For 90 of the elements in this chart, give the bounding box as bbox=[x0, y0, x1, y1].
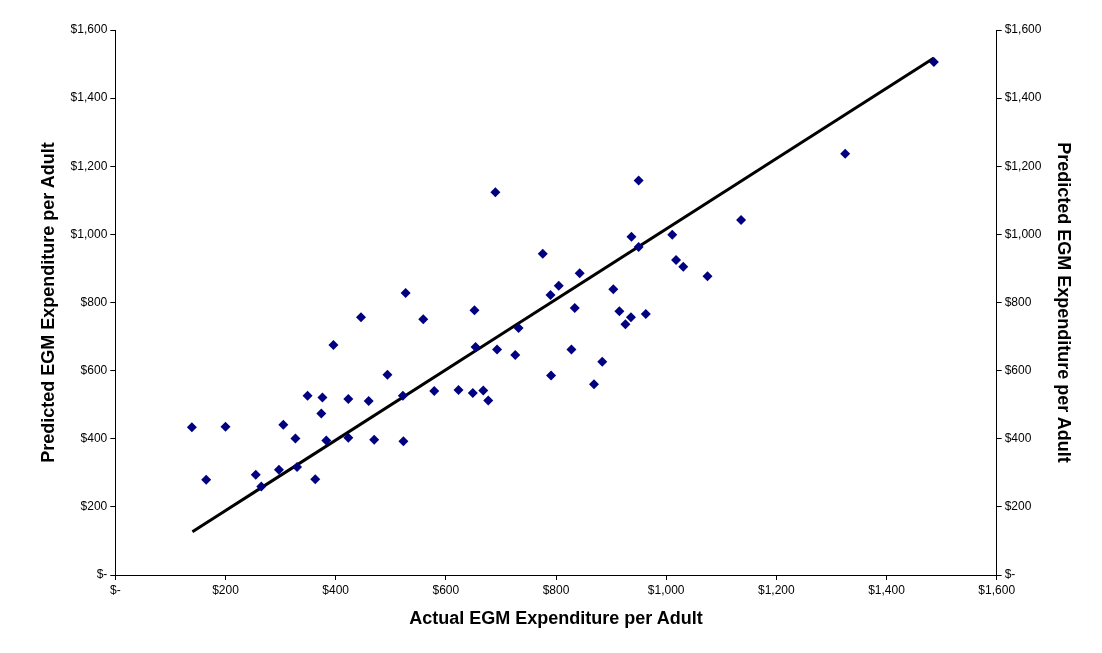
point bbox=[678, 261, 689, 272]
point bbox=[467, 388, 478, 399]
y-axis-title: Predicted EGM Expenditure per Adult bbox=[37, 142, 58, 463]
point bbox=[608, 284, 619, 295]
point bbox=[273, 464, 284, 475]
point bbox=[702, 271, 713, 282]
y-tick-label: $1,200 bbox=[70, 158, 108, 173]
point bbox=[840, 148, 851, 159]
point bbox=[400, 287, 411, 298]
y2-tick-label: $1,000 bbox=[1004, 226, 1042, 241]
y-tick-label: $1,400 bbox=[70, 90, 108, 105]
point bbox=[469, 305, 480, 316]
y2-tick-label: $200 bbox=[1004, 499, 1032, 514]
y-tick-label: $1,600 bbox=[70, 22, 108, 37]
point bbox=[597, 356, 608, 367]
x-tick-label: $600 bbox=[432, 582, 460, 597]
point bbox=[328, 340, 339, 351]
point bbox=[589, 379, 600, 390]
x-tick-label: $800 bbox=[542, 582, 570, 597]
point bbox=[355, 312, 366, 323]
y-tick-label: $400 bbox=[80, 431, 108, 446]
point bbox=[397, 390, 408, 401]
y-tick-label: $1,000 bbox=[70, 226, 108, 241]
x-tick-label: $- bbox=[109, 582, 121, 597]
point bbox=[510, 349, 521, 360]
point bbox=[633, 175, 644, 186]
point bbox=[513, 323, 524, 334]
point bbox=[290, 433, 301, 444]
point bbox=[736, 215, 747, 226]
point bbox=[382, 369, 393, 380]
point bbox=[418, 314, 429, 325]
point bbox=[490, 187, 501, 198]
x-tick-label: $1,200 bbox=[758, 582, 796, 597]
point bbox=[278, 419, 289, 430]
point bbox=[478, 385, 489, 396]
x-tick-label: $1,600 bbox=[978, 582, 1016, 597]
y2-tick-label: $1,200 bbox=[1004, 158, 1042, 173]
y2-tick-label: $- bbox=[1004, 567, 1016, 582]
point bbox=[429, 386, 440, 397]
point bbox=[470, 342, 481, 353]
point bbox=[569, 302, 580, 313]
point bbox=[256, 481, 267, 492]
x-tick-label: $1,400 bbox=[868, 582, 906, 597]
point bbox=[302, 390, 313, 401]
point bbox=[671, 254, 682, 265]
point bbox=[363, 395, 374, 406]
point bbox=[321, 435, 332, 446]
x-axis-title: Actual EGM Expenditure per Adult bbox=[409, 608, 703, 629]
point bbox=[640, 309, 651, 320]
point bbox=[310, 474, 321, 485]
point bbox=[201, 474, 212, 485]
point bbox=[250, 469, 261, 480]
point bbox=[343, 432, 354, 443]
point bbox=[492, 344, 503, 355]
point bbox=[343, 393, 354, 404]
point bbox=[625, 312, 636, 323]
point bbox=[633, 241, 644, 252]
point bbox=[398, 436, 409, 447]
y2-tick-label: $600 bbox=[1004, 362, 1032, 377]
point bbox=[574, 268, 585, 279]
y2-tick-label: $1,400 bbox=[1004, 90, 1042, 105]
y2-tick-label: $800 bbox=[1004, 294, 1032, 309]
point bbox=[546, 370, 557, 381]
point bbox=[220, 421, 231, 432]
point bbox=[369, 434, 380, 445]
point bbox=[483, 395, 494, 406]
point bbox=[186, 422, 197, 433]
y-tick-label: $600 bbox=[80, 362, 108, 377]
point bbox=[667, 229, 678, 240]
point bbox=[545, 290, 556, 301]
x-tick-label: $400 bbox=[322, 582, 350, 597]
point bbox=[626, 231, 637, 242]
point bbox=[928, 57, 939, 68]
point bbox=[553, 280, 564, 291]
point bbox=[614, 306, 625, 317]
point bbox=[537, 248, 548, 259]
point bbox=[453, 385, 464, 396]
point bbox=[316, 408, 327, 419]
point bbox=[317, 392, 328, 403]
y-tick-label: $800 bbox=[80, 294, 108, 309]
y-tick-label: $- bbox=[96, 567, 108, 582]
x-tick-label: $200 bbox=[212, 582, 240, 597]
y-tick-label: $200 bbox=[80, 499, 108, 514]
point bbox=[566, 344, 577, 355]
y2-axis-title: Predicted EGM Expenditure per Adult bbox=[1054, 142, 1075, 463]
point bbox=[292, 462, 303, 473]
point bbox=[620, 319, 631, 330]
x-tick-label: $1,000 bbox=[647, 582, 685, 597]
y2-tick-label: $1,600 bbox=[1004, 22, 1042, 37]
y2-tick-label: $400 bbox=[1004, 431, 1032, 446]
